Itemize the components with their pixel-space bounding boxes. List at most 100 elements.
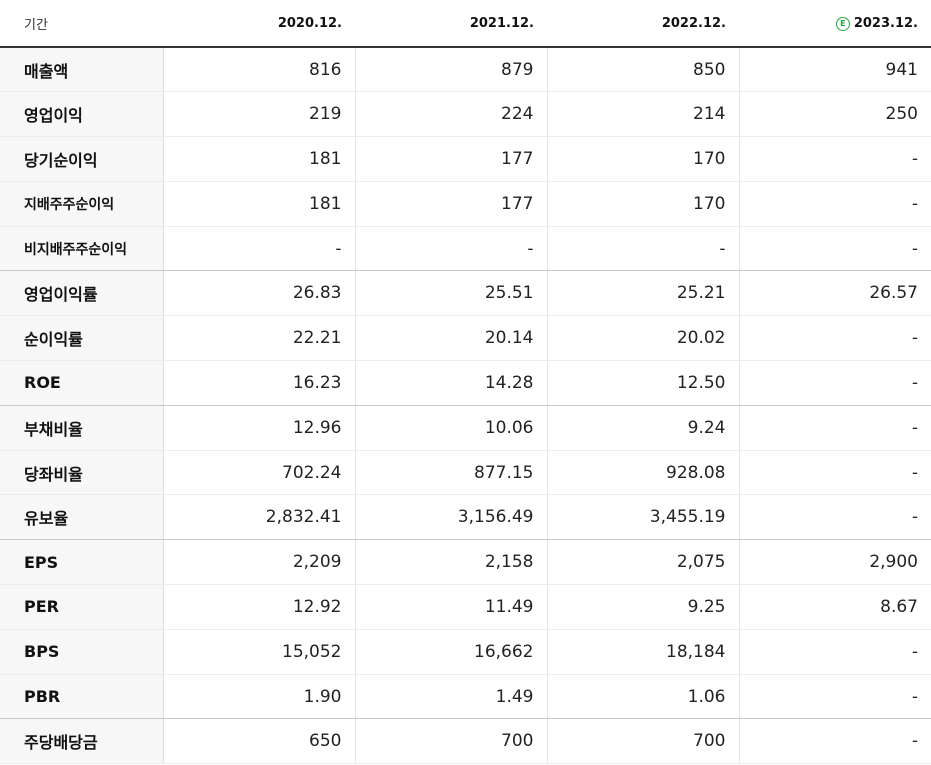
table-cell: - [738, 360, 931, 406]
table-cell: 14.28 [354, 360, 547, 406]
table-cell: 26.83 [162, 270, 355, 317]
period-header-2023-label: 2023.12. [853, 15, 918, 31]
table-cell: 11.49 [354, 584, 547, 630]
table-row: PBR 1.90 1.49 1.06- [0, 674, 931, 720]
table-cell: 25.51 [354, 270, 547, 317]
table-cell: 1.90 [162, 674, 355, 720]
period-header-label: 기간 [0, 0, 163, 48]
table-body: 매출액 816 879 850 941 영업이익 219 224 214 250 당기순이익 18… [0, 47, 931, 765]
period-header-2022: 2022.12. [547, 0, 739, 48]
row-label: 당기순이익 [0, 136, 164, 182]
table-cell: - [738, 450, 931, 496]
table-row: EPS 2,209 2,158 2,075 2,900 [0, 539, 931, 586]
table-row: 비지배주주순이익 - - - - [0, 226, 931, 272]
table-cell: 816 [162, 47, 355, 93]
table-cell: 9.24 [546, 405, 739, 451]
row-label: EPS [0, 539, 164, 586]
table-cell: 12.96 [162, 405, 355, 451]
table-cell: - [546, 226, 739, 272]
table-row: 당기순이익 181 177 170- [0, 136, 931, 182]
table-cell: 214 [546, 91, 739, 138]
table-cell: 12.50 [546, 360, 739, 406]
table-cell: 12.92 [162, 584, 355, 630]
table-cell: - [738, 629, 931, 675]
estimate-badge-icon: E [835, 16, 850, 31]
table-cell: - [738, 226, 931, 272]
row-label: 영업이익률 [0, 270, 164, 317]
table-cell: - [738, 718, 931, 765]
table-row: 영업이익률 26.83 25.51 25.21 26.57 [0, 270, 931, 317]
table-cell: 702.24 [162, 450, 355, 496]
period-header-2021: 2021.12. [355, 0, 547, 48]
row-label: 비지배주주순이익 [0, 226, 164, 272]
table-row: BPS 15,052 16,662 18,184- [0, 629, 931, 675]
table-cell: 2,209 [162, 539, 355, 586]
table-cell: 181 [162, 181, 355, 227]
table-cell: 2,075 [546, 539, 739, 586]
table-row: 순이익률 22.21 20.14 20.02- [0, 315, 931, 362]
table-cell: 20.02 [546, 315, 739, 362]
table-cell: 2,832.41 [162, 494, 355, 541]
row-label: BPS [0, 629, 164, 675]
table-cell: - [738, 405, 931, 451]
table-cell: 850 [546, 47, 739, 93]
table-cell: 25.21 [546, 270, 739, 317]
row-label: 지배주주순이익 [0, 181, 164, 227]
table-cell: 20.14 [354, 315, 547, 362]
row-label: 부채비율 [0, 405, 164, 451]
table-cell: 16,662 [354, 629, 547, 675]
row-label: PBR [0, 674, 164, 720]
table-cell: 250 [738, 91, 931, 138]
table-cell: 16.23 [162, 360, 355, 406]
table-cell: - [738, 136, 931, 182]
table-row: 영업이익 219 224 214 250 [0, 91, 931, 138]
table-cell: 8.67 [738, 584, 931, 630]
table-cell: - [738, 315, 931, 362]
table-cell: 170 [546, 136, 739, 182]
table-cell: 170 [546, 181, 739, 227]
table-cell: 879 [354, 47, 547, 93]
table-cell: 181 [162, 136, 355, 182]
row-label: 유보율 [0, 494, 164, 541]
table-row: 유보율 2,832.41 3,156.49 3,455.19- [0, 494, 931, 541]
table-cell: 219 [162, 91, 355, 138]
table-row: 당좌비율 702.24 877.15 928.08- [0, 450, 931, 496]
table-cell: - [738, 181, 931, 227]
table-cell: 700 [546, 718, 739, 765]
table-cell: 22.21 [162, 315, 355, 362]
table-cell: 224 [354, 91, 547, 138]
table-cell: 700 [354, 718, 547, 765]
table-cell: 2,900 [738, 539, 931, 586]
row-label: PER [0, 584, 164, 630]
period-header-2023-estimate: E 2023.12. [739, 0, 931, 48]
table-cell: - [354, 226, 547, 272]
table-row: PER 12.92 11.49 9.25 8.67 [0, 584, 931, 630]
row-label: 영업이익 [0, 91, 164, 138]
table-cell: 26.57 [738, 270, 931, 317]
row-label: 주당배당금 [0, 718, 164, 765]
table-cell: 10.06 [354, 405, 547, 451]
period-header-2020: 2020.12. [163, 0, 355, 48]
table-cell: 1.49 [354, 674, 547, 720]
row-label: 매출액 [0, 47, 164, 93]
table-row: 주당배당금 650 700 700- [0, 718, 931, 765]
table-cell: 177 [354, 181, 547, 227]
table-row: 지배주주순이익 181 177 170- [0, 181, 931, 227]
row-label: 순이익률 [0, 315, 164, 362]
table-cell: - [738, 494, 931, 541]
table-row: 매출액 816 879 850 941 [0, 47, 931, 93]
header-row: 기간 2020.12. 2021.12. 2022.12. E 2023.12. [0, 0, 931, 48]
table-cell: 177 [354, 136, 547, 182]
table-cell: 650 [162, 718, 355, 765]
table-cell: - [738, 674, 931, 720]
row-label: 당좌비율 [0, 450, 164, 496]
table-cell: 2,158 [354, 539, 547, 586]
table-cell: 941 [738, 47, 931, 93]
table-cell: 3,455.19 [546, 494, 739, 541]
table-row: ROE 16.23 14.28 12.50- [0, 360, 931, 406]
row-label: ROE [0, 360, 164, 406]
table-cell: 18,184 [546, 629, 739, 675]
table-cell: 928.08 [546, 450, 739, 496]
table-cell: 1.06 [546, 674, 739, 720]
